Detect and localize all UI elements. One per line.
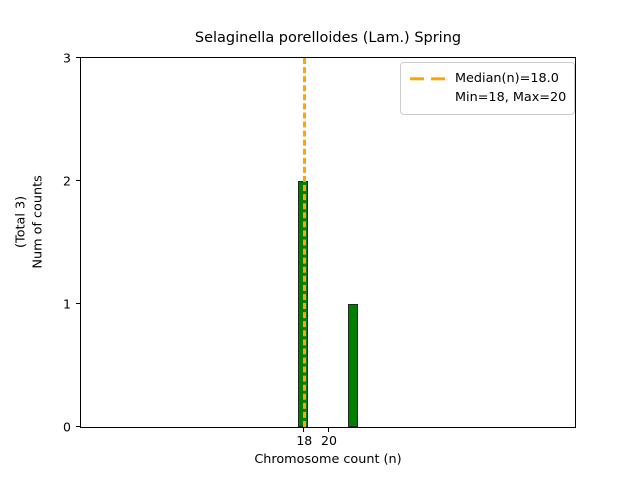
y-axis-label-line2: Num of counts [30, 175, 46, 269]
y-tick-2: 2 [63, 174, 81, 189]
bar-20 [347, 304, 358, 427]
dashed-line-icon [409, 73, 447, 85]
page-title: Selaginella porelloides (Lam.) Spring [194, 30, 462, 46]
y-tick-1: 1 [63, 297, 81, 312]
x-tick-20: 20 [321, 427, 337, 448]
legend-item-median: Median(n)=18.0 [409, 69, 566, 88]
median-line [303, 58, 307, 427]
y-axis-label: (Total 3) Num of counts [14, 36, 48, 407]
legend-item-minmax: Min=18, Max=20 [409, 88, 566, 107]
x-tick-label-20: 20 [321, 433, 337, 448]
y-tick-label-1: 1 [63, 296, 71, 312]
y-tick-0: 0 [63, 420, 81, 435]
plot-area: 0 1 2 3 18 20 [63, 51, 576, 448]
y-tick-label-3: 3 [63, 50, 71, 66]
y-tick-label-2: 2 [63, 173, 71, 189]
x-tick-label-18: 18 [296, 433, 313, 448]
y-tick-3: 3 [63, 51, 81, 66]
legend-label-minmax: Min=18, Max=20 [455, 90, 567, 105]
y-axis-label-line1: (Total 3) [13, 195, 29, 248]
plot-inner: 0 1 2 3 18 20 [63, 51, 575, 448]
y-tick-label-0: 0 [63, 419, 71, 435]
x-tick-18: 18 [296, 427, 312, 448]
legend-label-median: Median(n)=18.0 [455, 71, 559, 86]
x-axis-label: Chromosome count (n) [254, 452, 402, 467]
legend: Median(n)=18.0 Min=18, Max=20 [400, 62, 575, 115]
